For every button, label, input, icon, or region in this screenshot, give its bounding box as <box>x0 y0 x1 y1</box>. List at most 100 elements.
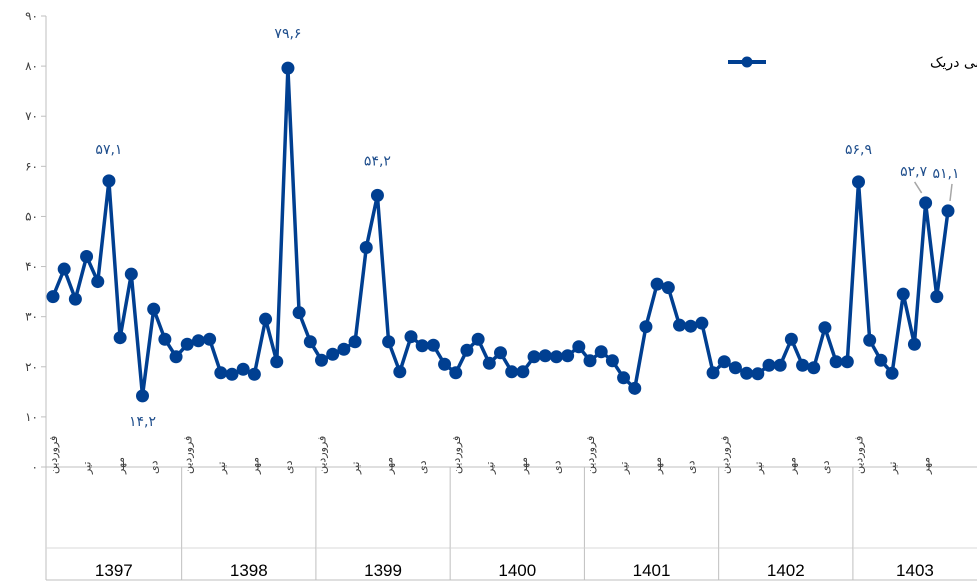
month-label: تیر <box>81 462 94 475</box>
year-label: 1399 <box>364 561 402 580</box>
data-point <box>617 371 631 385</box>
data-point <box>404 330 418 344</box>
data-point <box>885 366 899 380</box>
month-label: تیر <box>618 462 631 475</box>
month-label: دی <box>685 460 698 474</box>
data-point <box>661 281 675 295</box>
data-point <box>281 61 295 75</box>
data-point <box>203 332 217 346</box>
series-layer <box>46 61 955 403</box>
year-label: 1403 <box>896 561 934 580</box>
data-point <box>751 367 765 381</box>
data-point <box>650 277 664 291</box>
month-label: دی <box>416 460 429 474</box>
month-label: تیر <box>215 462 228 475</box>
data-point <box>561 349 575 363</box>
data-point <box>829 355 843 369</box>
data-point <box>180 337 194 351</box>
leader-line <box>913 181 923 194</box>
data-point <box>370 188 384 202</box>
data-point <box>628 381 642 395</box>
month-label: تیر <box>349 462 362 475</box>
data-point <box>594 345 608 359</box>
data-point <box>214 366 228 380</box>
month-label: فروردین <box>47 436 60 474</box>
data-point <box>605 354 619 368</box>
month-label: فروردین <box>316 436 329 474</box>
legend-marker <box>741 56 753 68</box>
month-label: دی <box>819 460 832 474</box>
data-point <box>247 367 261 381</box>
data-point <box>930 290 944 304</box>
data-point <box>460 343 474 357</box>
data-point <box>919 196 933 210</box>
legend-label: شاخص نااطمینانی دریک <box>930 55 977 71</box>
data-point <box>773 358 787 372</box>
data-point <box>896 287 910 301</box>
data-label: ۵۶,۹ <box>845 142 872 158</box>
data-point <box>840 355 854 369</box>
data-point <box>740 366 754 380</box>
data-point <box>136 389 149 403</box>
y-tick-label: ۱۰ <box>25 410 38 424</box>
year-label: 1400 <box>498 561 536 580</box>
data-point <box>169 350 183 364</box>
month-label: دی <box>282 460 295 474</box>
data-point <box>426 338 440 352</box>
x-axis-categories: 1397 فروردین تیر مهر دی 1398 فروردین تیر مهر دی 13… <box>46 436 977 580</box>
data-point <box>818 321 832 335</box>
y-tick-label: ۸۰ <box>25 59 38 73</box>
data-point <box>225 367 239 381</box>
month-label: فروردین <box>718 436 731 474</box>
data-label: ۵۴,۲ <box>364 153 391 169</box>
data-point <box>438 357 452 371</box>
year-label: 1402 <box>767 561 805 580</box>
data-point <box>538 349 552 363</box>
data-point <box>270 355 284 369</box>
y-tick-label: ۳۰ <box>25 310 38 324</box>
data-point <box>583 354 597 368</box>
data-point <box>796 358 810 372</box>
data-point <box>471 332 485 346</box>
data-point <box>449 366 463 380</box>
y-axis-ticks: ۰ ۱۰ ۲۰ ۳۰ ۴۰ ۵۰ ۶۰ ۷۰ ۸۰ ۹۰ <box>25 9 46 474</box>
data-point <box>527 350 541 364</box>
data-point <box>191 334 205 348</box>
month-label: فروردین <box>181 436 194 474</box>
y-tick-label: ۰ <box>32 460 38 474</box>
data-point <box>348 335 362 349</box>
data-point <box>572 340 586 354</box>
data-point <box>684 319 698 333</box>
data-point <box>505 365 519 379</box>
data-point <box>91 275 105 289</box>
data-labels: ۵۷,۱ ۱۴,۲ ۷۹,۶ ۵۴,۲ ۵۶,۹ ۵۲,۷ ۵۱,۱ <box>95 26 959 430</box>
y-tick-label: ۶۰ <box>25 159 38 173</box>
data-point <box>102 174 116 188</box>
y-tick-label: ۲۰ <box>25 360 38 374</box>
month-label: مهر <box>785 457 798 475</box>
data-point <box>695 316 709 330</box>
data-point <box>147 302 161 316</box>
data-point <box>326 347 340 361</box>
data-point <box>516 365 530 379</box>
data-point <box>415 339 429 353</box>
month-label: فروردین <box>584 436 597 474</box>
month-label: مهر <box>920 457 933 475</box>
data-point <box>907 337 921 351</box>
data-point <box>762 358 776 372</box>
data-point <box>259 312 273 326</box>
data-point <box>494 346 507 360</box>
data-point <box>549 350 563 364</box>
data-point <box>393 365 407 379</box>
data-point <box>57 262 71 276</box>
data-label: ۱۴,۲ <box>129 414 156 430</box>
data-point <box>158 332 172 346</box>
month-label: تیر <box>752 462 765 475</box>
month-label: تیر <box>886 462 899 475</box>
data-point <box>292 306 306 320</box>
data-point <box>124 267 138 281</box>
month-label: مهر <box>383 457 396 475</box>
data-point <box>46 290 60 304</box>
data-point <box>639 320 653 334</box>
